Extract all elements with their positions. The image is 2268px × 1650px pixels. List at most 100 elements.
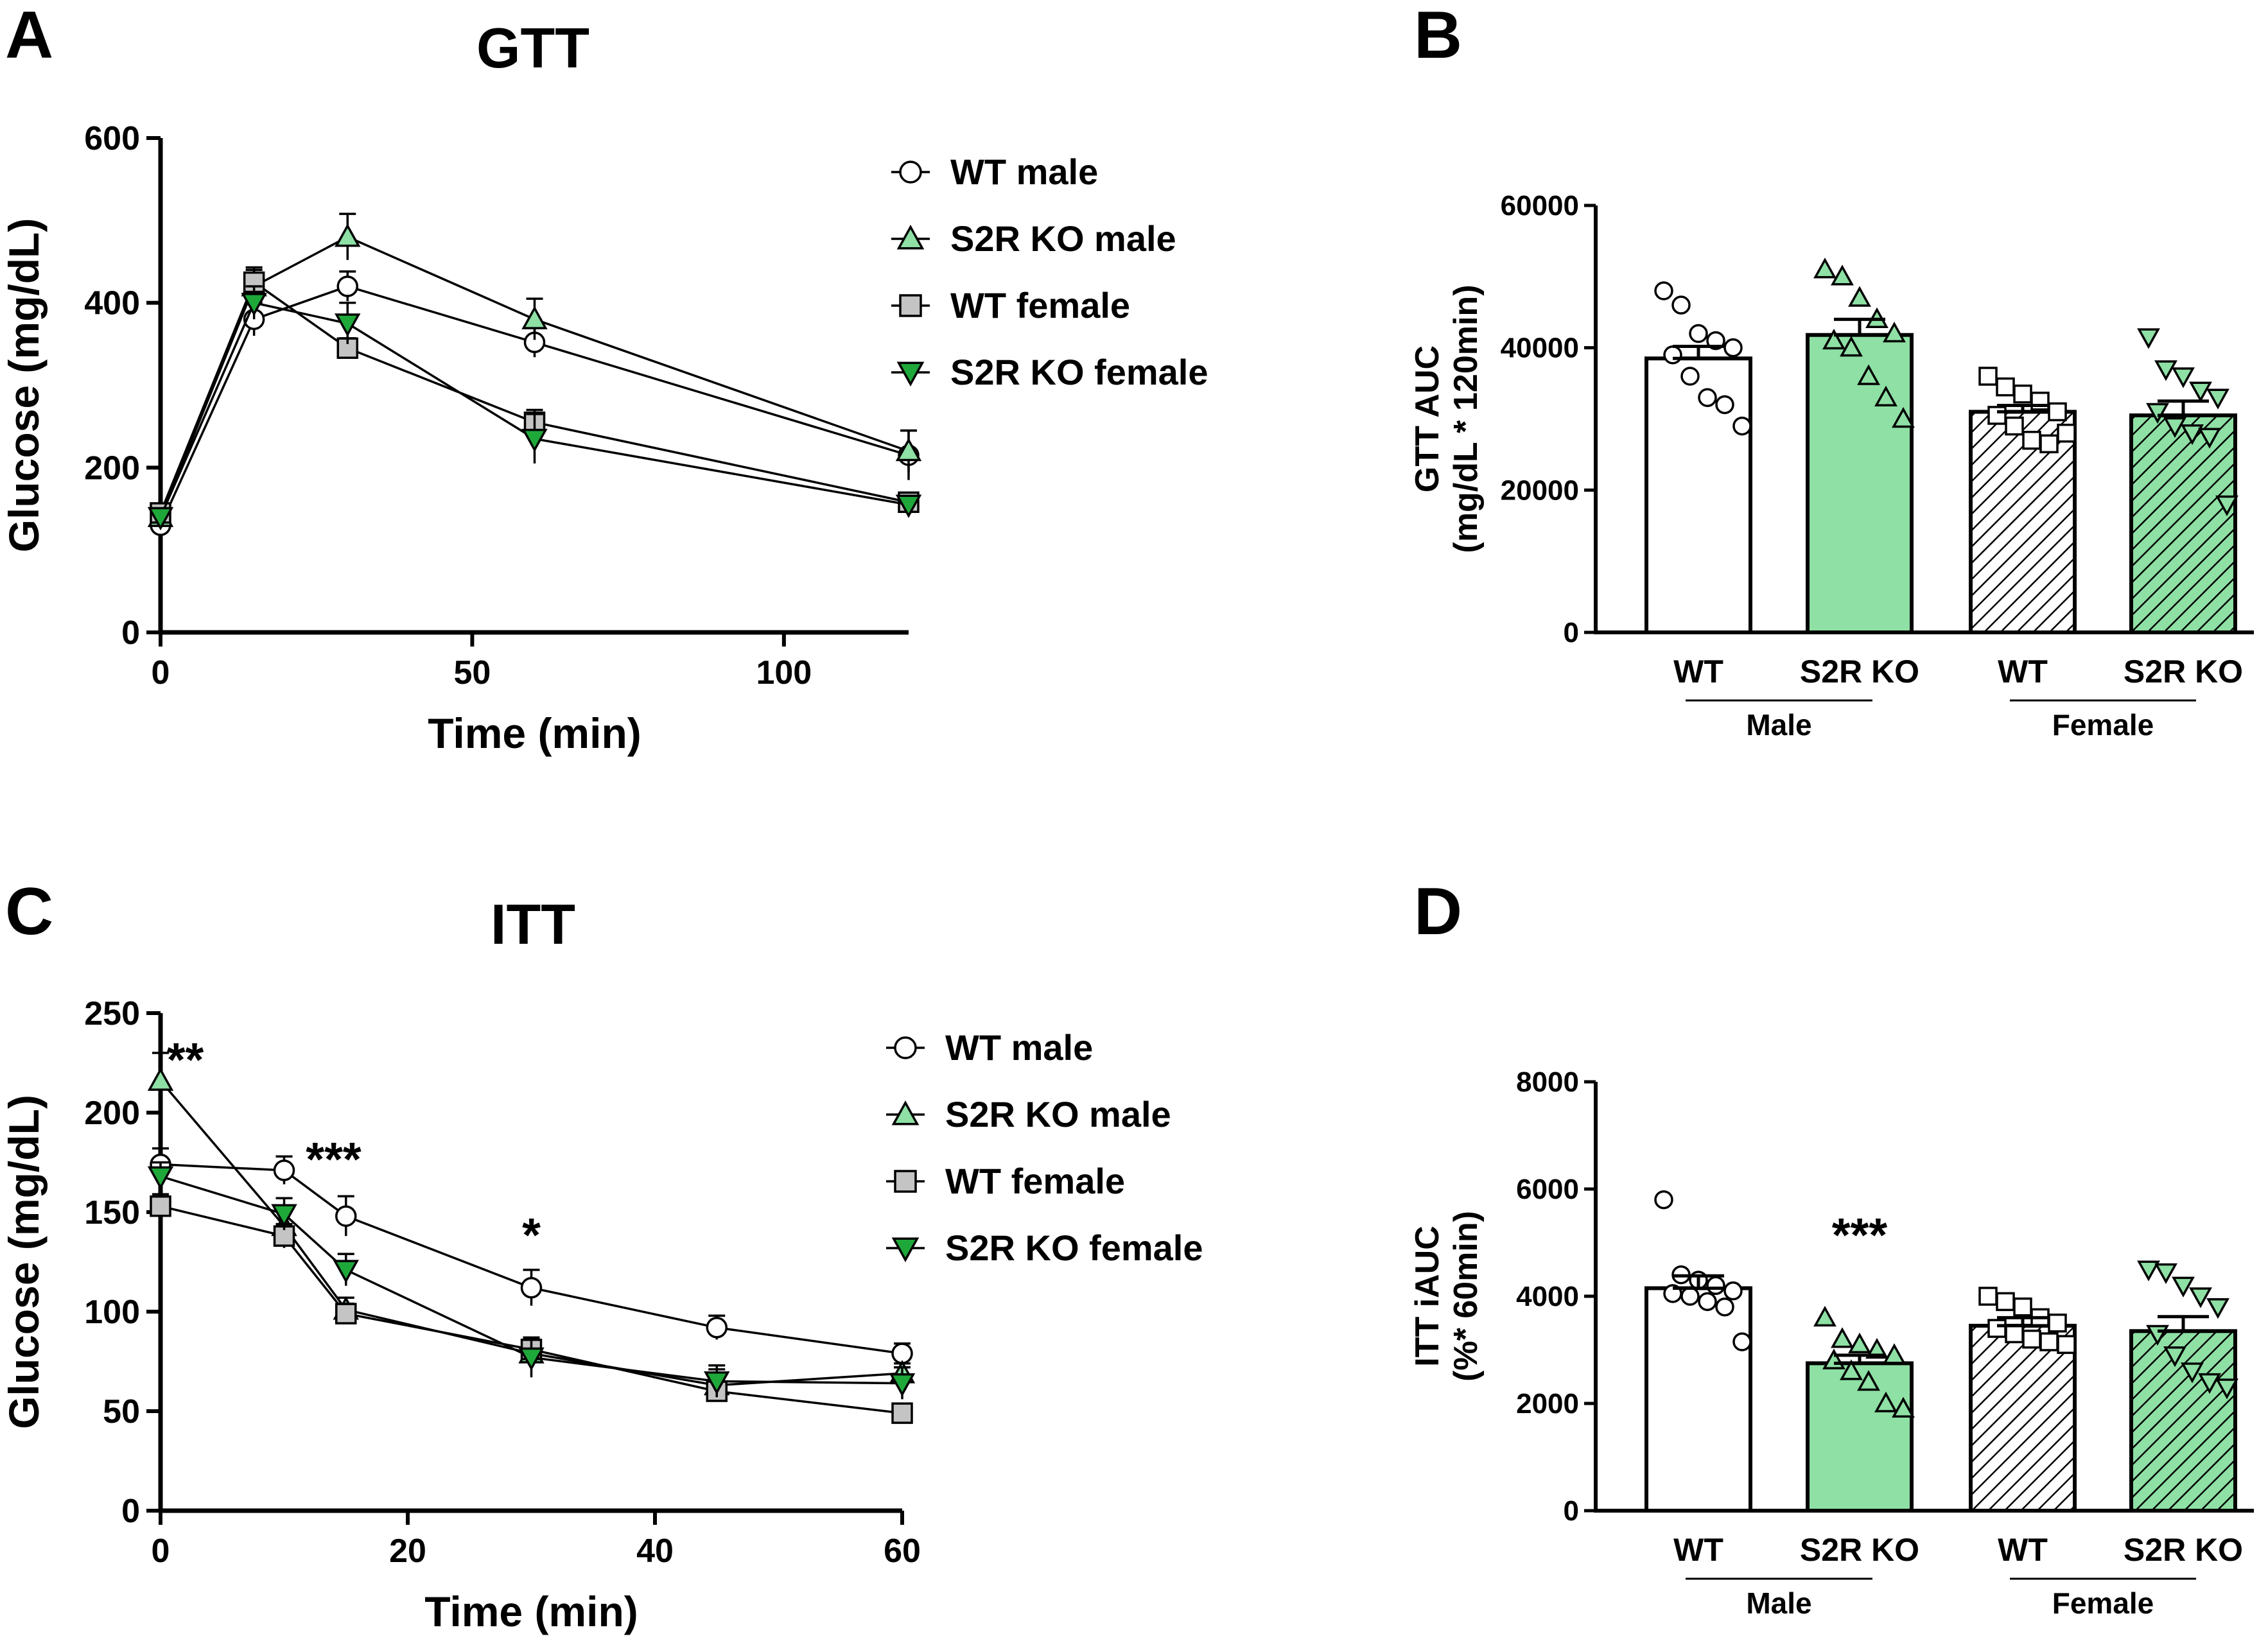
legend-marker-wt-female	[899, 294, 922, 317]
sample-point-wt-male	[1654, 281, 1673, 300]
gtt-line-chart: 0 200 400 600 0 50 100 Time (min) Glucose (mg/dL…	[0, 16, 1208, 757]
sample-point-wt-male	[1689, 324, 1708, 343]
category-label: S2R KO	[1800, 654, 1919, 690]
y-tick-label: 20000	[1501, 474, 1579, 506]
y-tick-label: 0	[1564, 617, 1579, 648]
significance-marker: *	[522, 1208, 541, 1262]
category-label: WT	[1673, 1532, 1723, 1568]
y-tick-label: 4000	[1516, 1281, 1579, 1312]
sample-point-wt-female	[1987, 406, 2007, 425]
significance-marker: ***	[1832, 1208, 1888, 1262]
itt-iauc-bar-chart: 0 2000 4000 6000 8000 ITT iAUC (%* 60min) WT S2R…	[1409, 1066, 2254, 1620]
category-label: WT	[1673, 654, 1723, 690]
x-tick-label: 40	[636, 1533, 674, 1570]
sample-point-ko-male	[1892, 1396, 1915, 1418]
bar-ko-female	[2129, 413, 2237, 634]
sample-point-wt-male	[1698, 388, 1717, 407]
data-point-wt-male	[706, 1317, 728, 1339]
data-point-ko-female	[147, 1166, 174, 1190]
legend-marker-ko-female	[891, 1237, 920, 1263]
sample-point-ko-male	[1831, 1327, 1854, 1348]
sample-point-ko-female	[2154, 360, 2177, 381]
sample-point-ko-male	[1813, 1305, 1836, 1327]
sample-point-ko-female	[2215, 495, 2238, 517]
y-axis-label-units: (mg/dL * 120min)	[1447, 284, 1485, 553]
sample-point-wt-male	[1698, 1292, 1717, 1312]
legend-marker-wt-male	[899, 161, 922, 184]
sample-point-wt-male	[1680, 367, 1700, 386]
data-point-ko-female	[147, 507, 174, 531]
y-tick-label: 2000	[1516, 1388, 1579, 1420]
sample-point-wt-male	[1706, 1276, 1725, 1296]
sample-point-ko-male	[1840, 1359, 1863, 1380]
legend-label-ko-female: S2R KO female	[950, 352, 1208, 392]
sample-point-ko-female	[2206, 1298, 2229, 1319]
sample-point-wt-male	[1723, 338, 1743, 358]
sample-point-ko-female	[2163, 417, 2186, 439]
sample-point-wt-female	[2039, 434, 2059, 454]
sample-point-wt-male	[1732, 416, 1752, 436]
group-label: Female	[2052, 1586, 2154, 1620]
data-point-ko-female	[335, 313, 361, 337]
sample-point-ko-male	[1822, 329, 1845, 350]
sample-point-wt-female	[2022, 431, 2041, 450]
sample-point-wt-female	[2039, 1332, 2059, 1351]
data-point-wt-male	[336, 275, 358, 297]
sample-point-wt-female	[2048, 1314, 2067, 1333]
panel-label-d: D	[1414, 874, 1462, 949]
category-label: WT	[1998, 1532, 2048, 1568]
x-tick-label: 60	[884, 1533, 921, 1570]
sample-point-ko-male	[1831, 265, 1854, 286]
y-tick-label: 6000	[1516, 1174, 1579, 1205]
data-point-ko-female	[889, 1373, 916, 1397]
data-point-ko-female	[333, 1260, 359, 1283]
chart-title: ITT	[491, 892, 575, 956]
x-tick-label: 20	[389, 1533, 426, 1570]
group-label: Male	[1746, 708, 1811, 742]
y-tick-label: 0	[121, 1493, 140, 1530]
data-point-wt-male	[335, 1205, 357, 1227]
sample-point-wt-female	[1996, 377, 2015, 397]
y-axis-label: Glucose (mg/dL)	[0, 1095, 48, 1429]
sample-point-ko-male	[1848, 1332, 1871, 1353]
chart-title: GTT	[476, 16, 589, 80]
sample-point-wt-male	[1715, 395, 1734, 415]
y-tick-label: 40000	[1501, 333, 1579, 364]
legend-marker-wt-female	[894, 1170, 917, 1193]
sample-point-ko-female	[2154, 1263, 2177, 1284]
sample-point-ko-female	[2189, 381, 2212, 403]
x-tick-label: 0	[152, 654, 170, 691]
sample-point-wt-female	[2005, 416, 2024, 436]
legend-marker-ko-female	[896, 361, 925, 387]
bar-ko-male	[1806, 333, 1914, 634]
sample-point-wt-male	[1715, 1297, 1734, 1317]
bar-wt-male	[1644, 1286, 1752, 1513]
series-line-wt-female	[160, 1204, 903, 1414]
sample-point-ko-male	[1865, 1337, 1889, 1359]
sample-point-ko-male	[1874, 385, 1897, 406]
y-tick-label: 60000	[1501, 190, 1579, 221]
data-point-wt-female	[335, 1303, 357, 1324]
sample-point-wt-female	[2057, 1335, 2076, 1354]
data-point-ko-male	[521, 306, 548, 329]
data-point-ko-male	[895, 437, 922, 462]
series-line-wt-male	[160, 1163, 903, 1355]
sample-point-ko-female	[2198, 428, 2221, 449]
y-tick-label: 8000	[1516, 1066, 1579, 1098]
sample-point-ko-female	[2146, 403, 2169, 424]
significance-marker: **	[167, 1033, 204, 1086]
y-tick-label: 200	[84, 1095, 140, 1132]
sample-point-ko-male	[1892, 406, 1915, 428]
group-label: Female	[2052, 708, 2154, 742]
category-label: S2R KO	[2124, 654, 2243, 690]
significance-marker: ***	[306, 1133, 362, 1186]
sample-point-ko-female	[2163, 1346, 2186, 1368]
x-axis-label: Time (min)	[424, 1588, 638, 1635]
bar-wt-female	[1969, 1323, 2077, 1513]
x-tick-label: 50	[453, 654, 491, 691]
y-axis-label: Glucose (mg/dL)	[0, 218, 48, 553]
sample-point-ko-male	[1857, 364, 1880, 385]
sample-point-wt-female	[1978, 1287, 1998, 1306]
legend-label-wt-male: WT male	[945, 1027, 1093, 1068]
